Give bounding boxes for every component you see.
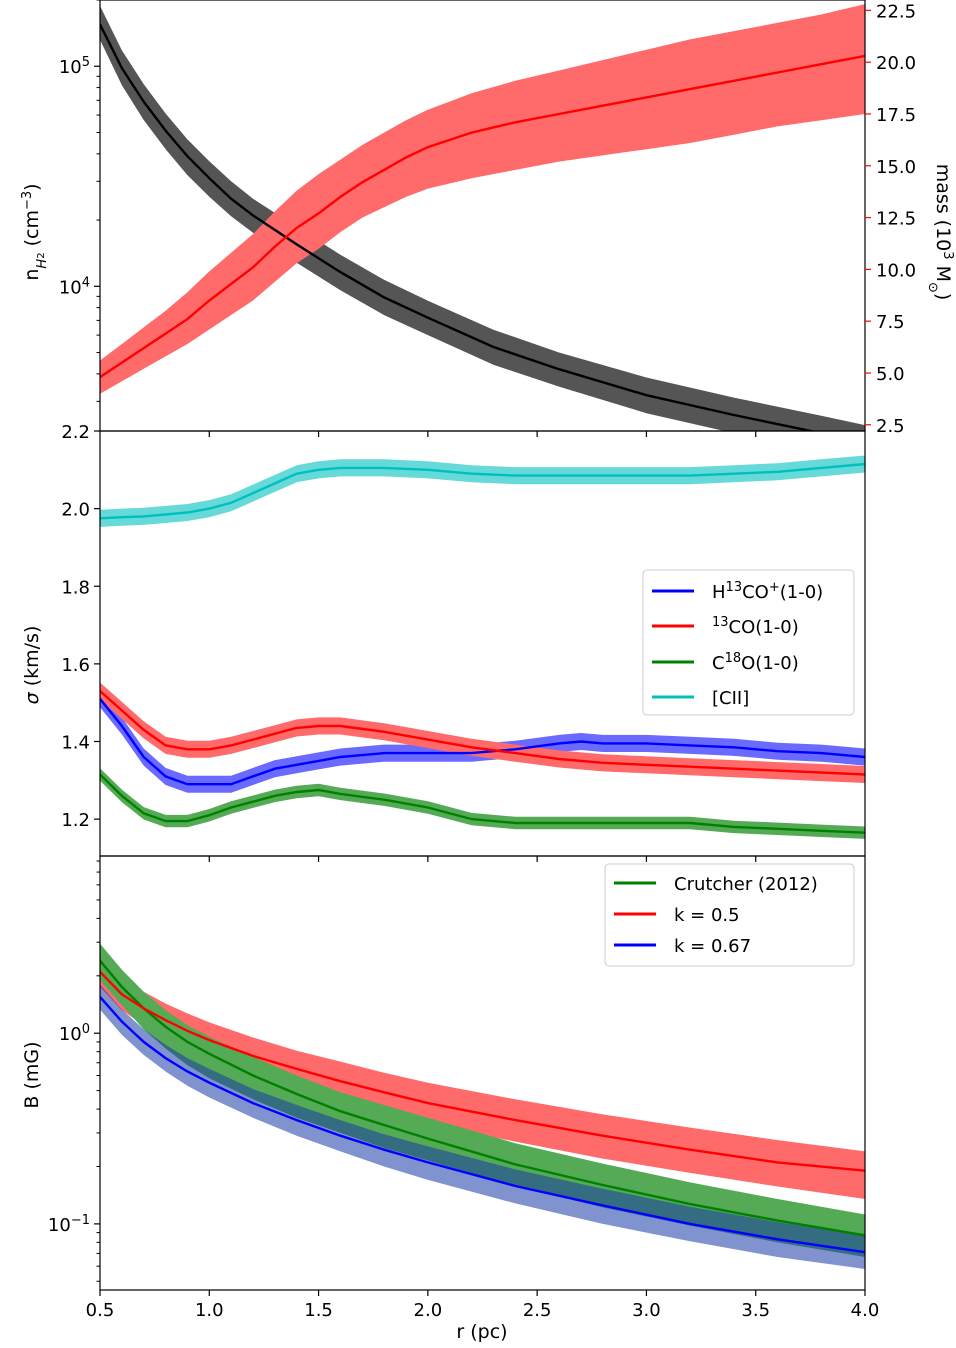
x-tick-label: 1.0 (195, 1300, 224, 1321)
h13co-1-0-line (100, 698, 865, 786)
mass-tick-label: 20.0 (876, 53, 916, 74)
velocity-dispersion-panel: 1.2 1.4 1.6 1.8 2.0 2.2 σ (km/s) H13CO+(1-0) 1… (21, 422, 866, 862)
k-0-5-line (100, 970, 865, 1172)
mass-tick-label: 2.5 (876, 416, 905, 437)
density-axis-label: nH2 (cm−3) (20, 183, 50, 280)
b-field-tick-label: 100 (59, 1022, 90, 1046)
legend-box (604, 863, 855, 967)
x-tick-label: 0.5 (86, 1300, 115, 1321)
b-field-tick-label: 10−1 (48, 1212, 90, 1236)
magnetic-field-frame (99, 855, 866, 1291)
x-tick-label: 2.5 (523, 1300, 552, 1321)
mass-tick-label: 17.5 (876, 105, 916, 126)
legend-label: 13CO(1-0) (712, 615, 799, 639)
c18o-1-0-line (100, 773, 865, 834)
sigma-tick-label: 1.6 (61, 655, 90, 676)
x-tick-label: 3.5 (741, 1300, 770, 1321)
legend-label: k = 0.67 (674, 936, 751, 957)
mass-axis-label: mass (103 M⊙) (926, 164, 956, 301)
b-field-legend: Crutcher (2012) k = 0.5 k = 0.67 (604, 863, 855, 967)
x-tick-label: 1.5 (304, 1300, 333, 1321)
density-tick-label: 104 (59, 275, 90, 299)
c18o-1-0-band (100, 768, 865, 839)
sigma-tick-label: 1.2 (61, 810, 90, 831)
legend-label: Crutcher (2012) (674, 874, 818, 895)
sigma-tick-label: 1.4 (61, 733, 90, 754)
legend-label: H13CO+(1-0) (712, 580, 823, 604)
density-mass-panel: 104 105 2.5 5.0 7.5 10.0 12.5 15.0 17.5 20.0 22.5… (20, 0, 956, 437)
legend-label: k = 0.5 (674, 905, 740, 926)
x-tick-label: 2.0 (414, 1300, 443, 1321)
h13co-1-0-band (100, 690, 865, 793)
mass-tick-label: 12.5 (876, 209, 916, 230)
mass-line (100, 54, 865, 379)
b-field-axis-label: B (mG) (21, 1041, 43, 1108)
k-0-67-line (100, 996, 865, 1254)
mass-band (100, 4, 865, 394)
n-h2-line (100, 23, 817, 431)
mass-tick-label: 7.5 (876, 312, 905, 333)
radius-axis-label: r (pc) (456, 1321, 507, 1343)
legend-box (642, 569, 855, 716)
sigma-tick-label: 1.8 (61, 577, 90, 598)
13co-1-0-band (100, 682, 865, 783)
sigma-axis-label: σ (km/s) (21, 626, 43, 705)
x-tick-label: 3.0 (632, 1300, 661, 1321)
k-0-5-band (100, 957, 865, 1199)
mass-tick-label: 5.0 (876, 364, 905, 385)
density-tick-label: 105 (59, 55, 90, 79)
mass-tick-label: 22.5 (876, 1, 916, 22)
n-h2-band (100, 5, 865, 431)
legend-label: [CII] (712, 688, 749, 709)
velocity-legend: H13CO+(1-0) 13CO(1-0) C18O(1-0) [CII] (642, 569, 855, 716)
sigma-tick-label: 2.0 (61, 500, 90, 521)
13co-1-0-line (100, 690, 865, 776)
legend-label: C18O(1-0) (712, 651, 799, 675)
mass-tick-label: 10.0 (876, 260, 916, 281)
sigma-tick-label: 2.2 (61, 422, 90, 443)
x-tick-label: 4.0 (851, 1300, 880, 1321)
mass-tick-label: 15.0 (876, 157, 916, 178)
cii-band (100, 455, 865, 527)
cii-line (100, 462, 865, 520)
crutcher-2012-line (100, 959, 865, 1237)
